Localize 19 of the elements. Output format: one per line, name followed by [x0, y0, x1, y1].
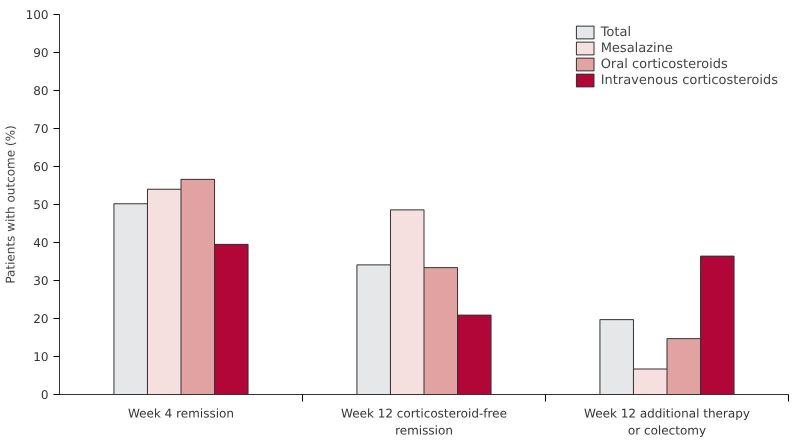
- x-tick-label: Week 12 corticosteroid-free remission: [341, 406, 507, 438]
- y-tick-label: 60: [33, 160, 49, 174]
- y-tick-label: 0: [40, 388, 49, 402]
- legend-label: Mesalazine: [600, 40, 673, 56]
- y-tick-label: 10: [33, 350, 49, 364]
- y-tick-label: 80: [33, 84, 49, 98]
- y-tick-label: 70: [33, 122, 49, 136]
- y-tick-label: 50: [33, 198, 49, 212]
- x-tick-label: Week 4 remission: [128, 406, 234, 420]
- y-tick-label: 100: [26, 8, 48, 22]
- legend-label: Oral corticosteroids: [600, 56, 728, 72]
- x-tick-label: Week 12 additional therapy or colectomy: [584, 406, 750, 438]
- y-tick-label: 20: [33, 312, 49, 326]
- legend-label: Intravenous corticosteroids: [600, 72, 778, 88]
- y-tick-label: 40: [33, 236, 49, 250]
- legend-label: Total: [600, 24, 632, 40]
- y-tick-label: 30: [33, 274, 49, 288]
- y-axis-title: Patients with outcome (%): [4, 125, 18, 284]
- y-tick-label: 90: [33, 46, 49, 60]
